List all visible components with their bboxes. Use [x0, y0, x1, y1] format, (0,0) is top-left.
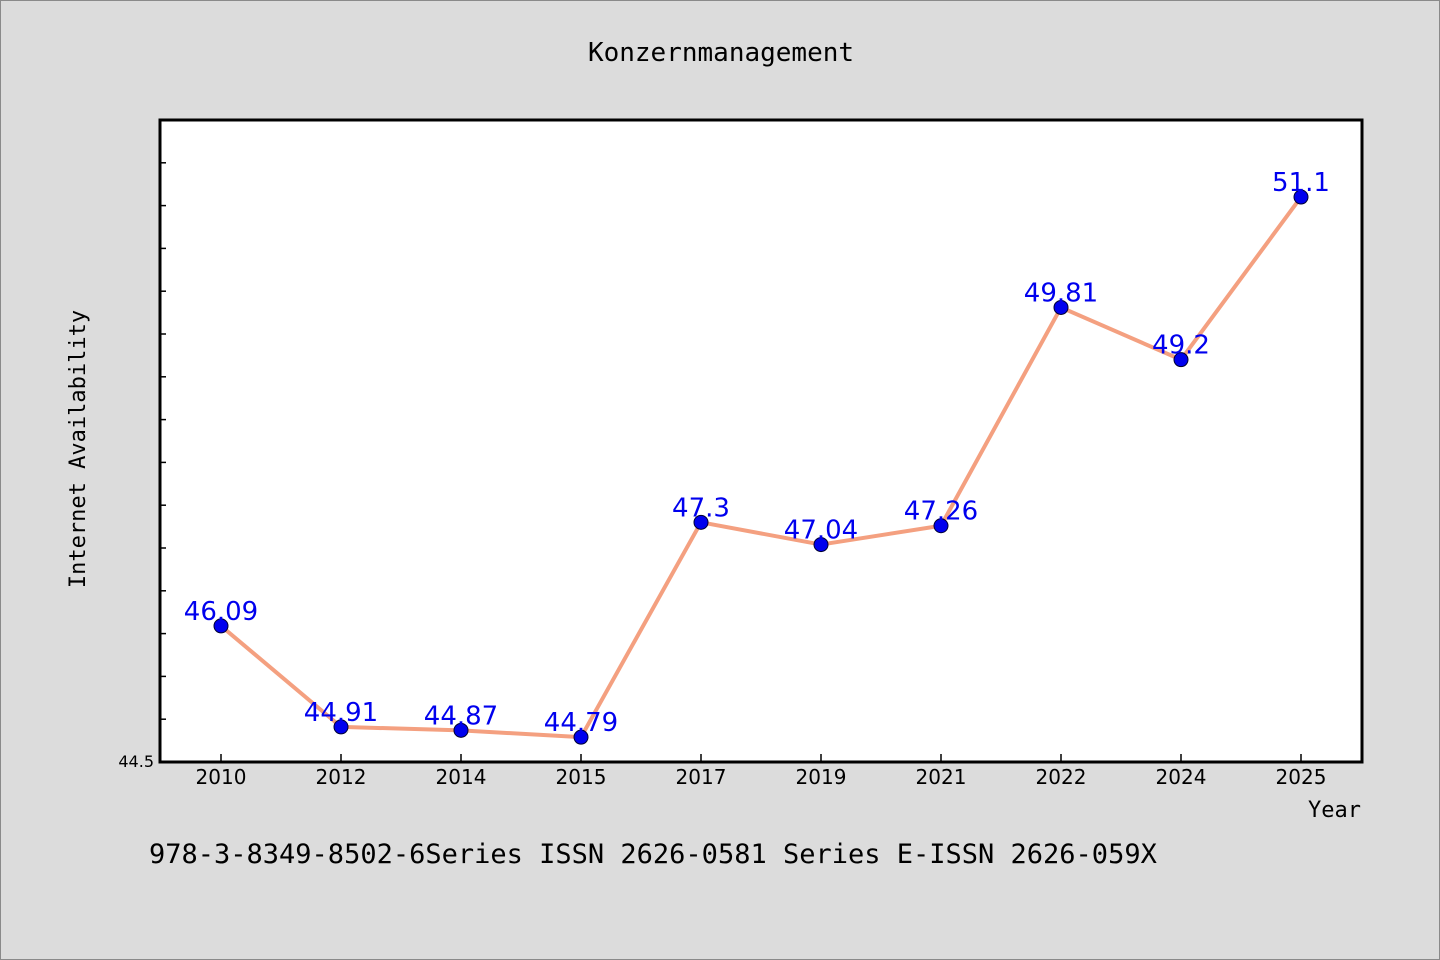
- x-tick-label: 2014: [436, 765, 487, 789]
- data-label: 46.09: [184, 597, 258, 627]
- data-label: 49.2: [1152, 331, 1210, 361]
- x-tick-label: 2019: [796, 765, 847, 789]
- data-point: [1053, 299, 1069, 315]
- data-point: [333, 719, 349, 735]
- data-label: 47.04: [784, 516, 858, 546]
- data-label: 51.1: [1272, 168, 1330, 198]
- x-tick-label: 2017: [676, 765, 727, 789]
- data-label: 49.81: [1024, 278, 1098, 308]
- data-label: 47.26: [904, 497, 978, 527]
- series-layer: 46.09 44.91 44.87 44.79 47.3 47.04 47.26 49.81 4…: [184, 168, 1330, 745]
- data-point: [573, 729, 589, 745]
- data-point: [813, 537, 829, 553]
- y-axis-label: Internet Availability: [66, 310, 91, 588]
- series-line: [219, 195, 1303, 740]
- data-label: 47.3: [672, 493, 730, 523]
- y-tick-label: 44.5: [118, 752, 154, 771]
- x-tick-label: 2025: [1276, 765, 1327, 789]
- data-label: 44.91: [304, 698, 378, 728]
- data-point: [453, 722, 469, 738]
- plot-area: [158, 118, 1364, 764]
- chart-title: Konzernmanagement: [588, 38, 854, 68]
- x-tick-label: 2010: [196, 765, 247, 789]
- x-tick-label: 2024: [1156, 765, 1207, 789]
- data-point: [693, 514, 709, 530]
- data-point: [1173, 352, 1189, 368]
- x-axis-ticks: 2010 2012 2014 2015 2017 2019 2021 2022 2024 2025: [196, 754, 1327, 789]
- data-point: [213, 618, 229, 634]
- x-tick-label: 2012: [316, 765, 367, 789]
- data-point: [1293, 189, 1309, 205]
- footer-text: 978-3-8349-8502-6Series ISSN 2626-0581 S…: [149, 839, 1157, 870]
- data-label: 44.79: [544, 708, 618, 738]
- x-tick-label: 2015: [556, 765, 607, 789]
- x-axis-label: Year: [1308, 798, 1361, 823]
- data-point: [933, 518, 949, 534]
- data-label: 44.87: [424, 701, 498, 731]
- y-axis-ticks: [160, 162, 166, 720]
- x-tick-label: 2021: [916, 765, 967, 789]
- x-tick-label: 2022: [1036, 765, 1087, 789]
